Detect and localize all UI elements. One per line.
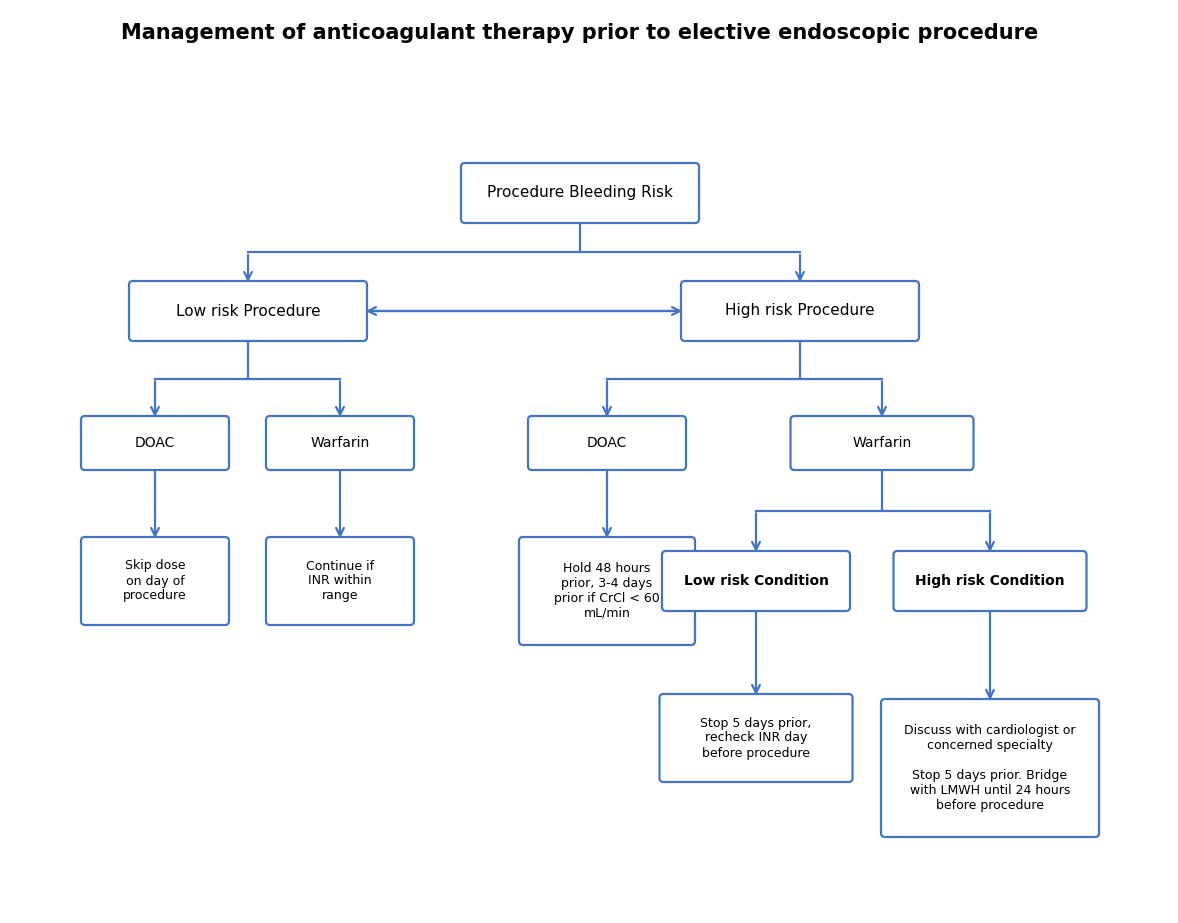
FancyBboxPatch shape xyxy=(528,416,686,470)
FancyBboxPatch shape xyxy=(81,416,229,470)
FancyBboxPatch shape xyxy=(461,163,699,223)
FancyBboxPatch shape xyxy=(130,281,368,341)
Text: Warfarin: Warfarin xyxy=(310,436,370,450)
Text: Stop 5 days prior,
recheck INR day
before procedure: Stop 5 days prior, recheck INR day befor… xyxy=(701,716,812,760)
Text: Skip dose
on day of
procedure: Skip dose on day of procedure xyxy=(124,559,187,603)
FancyBboxPatch shape xyxy=(660,694,853,782)
FancyBboxPatch shape xyxy=(881,699,1099,837)
FancyBboxPatch shape xyxy=(662,551,851,611)
Text: Hold 48 hours
prior, 3-4 days
prior if CrCl < 60
mL/min: Hold 48 hours prior, 3-4 days prior if C… xyxy=(554,562,660,620)
FancyBboxPatch shape xyxy=(266,537,413,625)
FancyBboxPatch shape xyxy=(790,416,973,470)
Text: DOAC: DOAC xyxy=(134,436,176,450)
Text: Warfarin: Warfarin xyxy=(853,436,912,450)
Text: Low risk Condition: Low risk Condition xyxy=(683,574,828,588)
FancyBboxPatch shape xyxy=(893,551,1086,611)
FancyBboxPatch shape xyxy=(681,281,919,341)
Text: High risk Procedure: High risk Procedure xyxy=(726,304,875,318)
FancyBboxPatch shape xyxy=(266,416,413,470)
Text: High risk Condition: High risk Condition xyxy=(915,574,1065,588)
Text: Low risk Procedure: Low risk Procedure xyxy=(176,304,320,318)
Text: Discuss with cardiologist or
concerned specialty

Stop 5 days prior. Bridge
with: Discuss with cardiologist or concerned s… xyxy=(905,724,1076,812)
Text: DOAC: DOAC xyxy=(587,436,627,450)
Text: Continue if
INR within
range: Continue if INR within range xyxy=(306,559,375,603)
FancyBboxPatch shape xyxy=(519,537,695,645)
Text: Procedure Bleeding Risk: Procedure Bleeding Risk xyxy=(487,186,673,200)
Text: Management of anticoagulant therapy prior to elective endoscopic procedure: Management of anticoagulant therapy prio… xyxy=(121,23,1039,43)
FancyBboxPatch shape xyxy=(81,537,229,625)
